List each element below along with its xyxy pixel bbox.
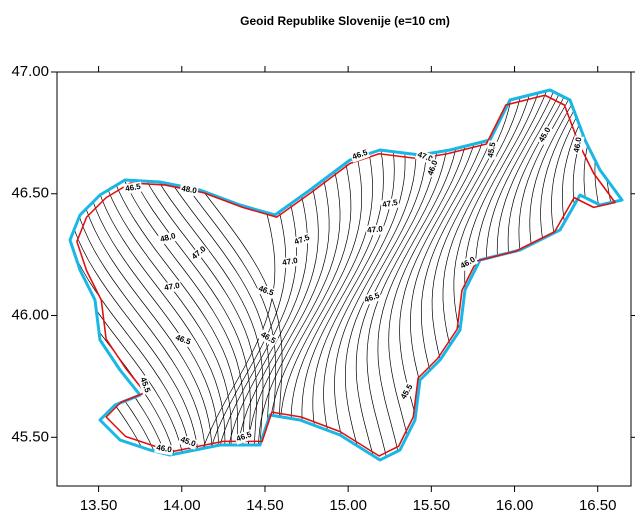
- contour: [43, 80, 179, 480]
- y-tick-label: 45.50: [11, 428, 49, 445]
- geoid-map: Geoid Republike Slovenije (e=10 cm) 46.5…: [0, 0, 636, 521]
- contour: [443, 80, 523, 480]
- contour: [367, 80, 449, 480]
- y-tick-label: 47.00: [11, 63, 49, 80]
- contour: [84, 80, 219, 480]
- contour: [248, 80, 329, 480]
- contour: [34, 80, 172, 480]
- contour: [302, 80, 384, 480]
- contour: [410, 80, 492, 480]
- x-tick-label: 15.50: [413, 497, 451, 514]
- contour: [432, 80, 513, 480]
- map-title: Geoid Republike Slovenije (e=10 cm): [240, 14, 450, 28]
- contour: [142, 80, 278, 480]
- border: [77, 95, 615, 456]
- x-tick-label: 16.50: [579, 497, 617, 514]
- contour: [115, 80, 250, 480]
- contour: [96, 80, 231, 480]
- y-tick-label: 46.50: [11, 185, 49, 202]
- contour: [465, 80, 542, 480]
- x-tick-label: 14.00: [163, 497, 201, 514]
- contour-label: 48.0: [159, 231, 177, 244]
- contour: [560, 80, 631, 480]
- x-tick-label: 14.50: [246, 497, 284, 514]
- buffer-outline: [70, 90, 622, 460]
- contour: [324, 80, 406, 480]
- contour: [454, 80, 533, 480]
- contour: [128, 80, 263, 480]
- y-tick-label: 46.00: [11, 306, 49, 323]
- contour: [237, 80, 318, 480]
- x-tick-label: 15.00: [329, 497, 367, 514]
- contour: [51, 80, 186, 480]
- contour-label: 47.0: [367, 224, 384, 234]
- contour: [195, 80, 275, 480]
- x-tick-label: 13.50: [80, 497, 118, 514]
- contour: [313, 80, 395, 480]
- x-tick-label: 16.00: [496, 497, 534, 514]
- contour: [378, 80, 460, 480]
- contour: [24, 80, 163, 480]
- contour: [335, 80, 417, 480]
- contour: [497, 80, 565, 480]
- contour: [389, 80, 471, 480]
- contour: [135, 80, 270, 480]
